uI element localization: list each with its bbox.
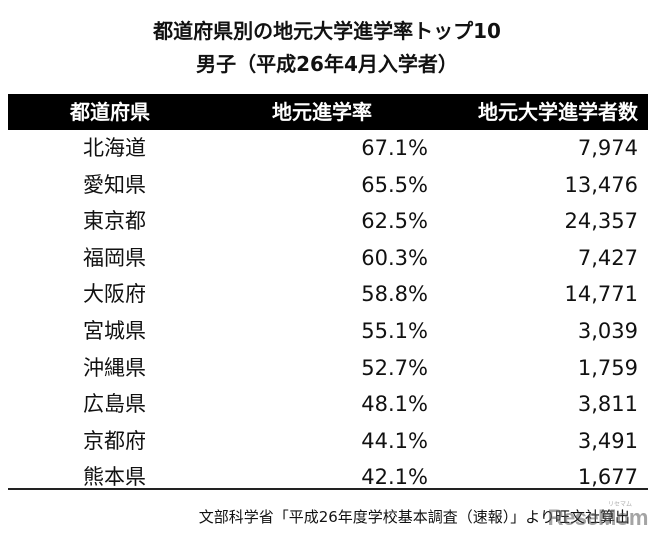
cell-rate: 52.7%: [361, 355, 428, 380]
table-row: 福岡県 60.3% 7,427: [8, 240, 648, 277]
cell-rate: 65.5%: [361, 172, 428, 197]
table-row: 東京都 62.5% 24,357: [8, 203, 648, 240]
cell-prefecture: 福岡県: [83, 245, 146, 270]
cell-count: 7,427: [577, 245, 638, 270]
cell-prefecture: 広島県: [83, 392, 146, 417]
cell-rate: 55.1%: [361, 318, 428, 343]
cell-prefecture: 沖縄県: [83, 355, 146, 380]
cell-rate: 48.1%: [361, 392, 428, 417]
cell-count: 14,771: [564, 282, 638, 307]
table-row: 京都府 44.1% 3,491: [8, 423, 648, 460]
cell-rate: 42.1%: [361, 465, 428, 490]
cell-prefecture: 愛知県: [83, 172, 146, 197]
cell-prefecture: 大阪府: [83, 282, 146, 307]
table-row: 愛知県 65.5% 13,476: [8, 167, 648, 204]
cell-count: 1,759: [577, 355, 638, 380]
column-header-local-rate: 地元進学率: [272, 100, 372, 124]
ranking-table: 都道府県 地元進学率 地元大学進学者数 北海道 67.1% 7,974 愛知県 …: [8, 94, 648, 496]
table-row: 北海道 67.1% 7,974: [8, 130, 648, 167]
cell-count: 7,974: [577, 136, 638, 160]
cell-count: 24,357: [564, 209, 638, 234]
cell-prefecture: 宮城県: [83, 318, 146, 343]
cell-rate: 44.1%: [361, 428, 428, 453]
table-bottom-rule: [8, 488, 648, 490]
cell-rate: 60.3%: [361, 245, 428, 270]
watermark-logo: ReseMom: [547, 505, 649, 530]
table-row: 熊本県 42.1% 1,677: [8, 459, 648, 496]
cell-count: 3,811: [577, 392, 638, 417]
page-title: 都道府県別の地元大学進学率トップ10: [153, 19, 501, 43]
table-body: 北海道 67.1% 7,974 愛知県 65.5% 13,476 東京都 62.…: [8, 130, 648, 496]
source-note: 文部科学省「平成26年度学校基本調査（速報）」より旺文社算出: [198, 508, 630, 526]
table-row: 沖縄県 52.7% 1,759: [8, 350, 648, 387]
table-header: 都道府県 地元進学率 地元大学進学者数: [8, 94, 648, 130]
cell-prefecture: 東京都: [83, 209, 146, 234]
page-subtitle: 男子（平成26年4月入学者）: [196, 52, 458, 76]
table-row: 広島県 48.1% 3,811: [8, 386, 648, 423]
cell-prefecture: 京都府: [83, 428, 146, 453]
table-row: 大阪府 58.8% 14,771: [8, 276, 648, 313]
cell-count: 3,039: [577, 318, 638, 343]
cell-rate: 67.1%: [361, 136, 428, 160]
column-header-prefecture: 都道府県: [70, 100, 150, 124]
cell-count: 3,491: [577, 428, 638, 453]
table-row: 宮城県 55.1% 3,039: [8, 313, 648, 350]
watermark-subtext: リセマム: [607, 501, 632, 508]
cell-prefecture: 熊本県: [83, 465, 146, 490]
column-header-local-count: 地元大学進学者数: [478, 100, 638, 124]
cell-rate: 58.8%: [361, 282, 428, 307]
cell-rate: 62.5%: [361, 209, 428, 234]
cell-prefecture: 北海道: [83, 136, 146, 160]
cell-count: 1,677: [577, 465, 638, 490]
cell-count: 13,476: [564, 172, 638, 197]
